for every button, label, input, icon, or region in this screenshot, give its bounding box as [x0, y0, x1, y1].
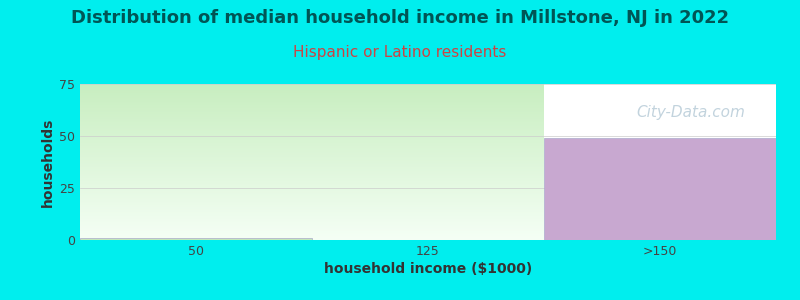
Text: City-Data.com: City-Data.com — [637, 105, 746, 120]
Bar — [80, 238, 312, 240]
X-axis label: household income ($1000): household income ($1000) — [324, 262, 532, 276]
Text: Hispanic or Latino residents: Hispanic or Latino residents — [294, 45, 506, 60]
Y-axis label: households: households — [41, 117, 55, 207]
Bar — [544, 138, 776, 240]
Text: Distribution of median household income in Millstone, NJ in 2022: Distribution of median household income … — [71, 9, 729, 27]
